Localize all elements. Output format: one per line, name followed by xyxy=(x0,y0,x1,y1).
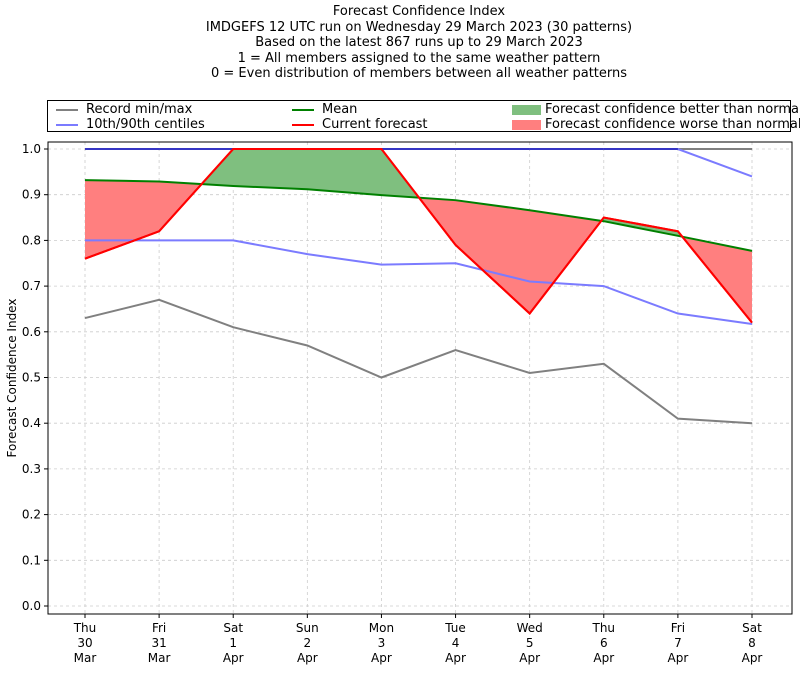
x-tick-label-day: 8 xyxy=(748,636,756,650)
series-line-current-forecast xyxy=(84,148,753,324)
y-tick-label: 0.6 xyxy=(22,325,41,339)
fill-worse-than-normal xyxy=(85,180,202,259)
x-tick-label-day: 30 xyxy=(77,636,92,650)
x-tick-label-day: 4 xyxy=(452,636,460,650)
legend-item-current: Current forecast xyxy=(292,117,428,132)
x-tick-label-mon: Apr xyxy=(223,651,244,665)
legend-patch-better xyxy=(512,104,541,115)
x-tick-label-dow: Fri xyxy=(152,621,166,635)
x-tick-label-dow: Mon xyxy=(369,621,394,635)
x-axis-ticks: Thu30MarFri31MarSat1AprSun2AprMon3AprTue… xyxy=(73,614,763,665)
legend-label-current: Current forecast xyxy=(322,117,428,132)
legend-swatch-record xyxy=(56,108,78,111)
legend-label-better: Forecast confidence better than normal xyxy=(545,102,800,117)
x-tick-label-mon: Apr xyxy=(297,651,318,665)
legend-item-centiles: 10th/90th centiles xyxy=(56,117,205,132)
legend-label-mean: Mean xyxy=(322,102,358,117)
x-tick-label-dow: Sat xyxy=(742,621,762,635)
series-line-10th-centile xyxy=(85,239,753,326)
legend-item-record: Record min/max xyxy=(56,102,192,117)
x-tick-label-day: 3 xyxy=(378,636,386,650)
title-line-4: 1 = All members assigned to the same wea… xyxy=(237,50,601,66)
legend-item-better: Forecast confidence better than normal xyxy=(512,102,800,117)
y-tick-label: 0.1 xyxy=(22,553,41,567)
legend-swatch-current xyxy=(292,123,314,126)
y-tick-label: 0.7 xyxy=(22,279,41,293)
x-tick-label-day: 1 xyxy=(229,636,237,650)
x-tick-label-mon: Apr xyxy=(593,651,614,665)
x-tick-label-mon: Apr xyxy=(742,651,763,665)
series-line-record-min xyxy=(84,298,753,425)
x-tick-label-day: 5 xyxy=(526,636,534,650)
x-tick-label-dow: Sat xyxy=(223,621,243,635)
x-tick-label-mon: Mar xyxy=(74,651,97,665)
y-tick-label: 0.4 xyxy=(22,416,41,430)
x-tick-label-mon: Apr xyxy=(445,651,466,665)
x-tick-label-day: 2 xyxy=(304,636,312,650)
y-tick-label: 0.3 xyxy=(22,462,41,476)
legend-item-mean: Mean xyxy=(292,102,357,117)
y-tick-label: 1.0 xyxy=(22,142,41,156)
x-tick-label-dow: Thu xyxy=(592,621,616,635)
y-axis-label: Forecast Confidence Index xyxy=(5,299,19,458)
x-tick-label-dow: Thu xyxy=(73,621,97,635)
confidence-fills xyxy=(85,149,752,323)
x-tick-label-dow: Wed xyxy=(517,621,543,635)
series-lines xyxy=(84,148,753,425)
legend-label-centiles: 10th/90th centiles xyxy=(86,117,205,132)
y-tick-label: 0.2 xyxy=(22,508,41,522)
legend-patch-worse xyxy=(512,119,541,130)
legend-swatch-mean xyxy=(292,108,314,111)
x-tick-label-dow: Tue xyxy=(444,621,466,635)
x-tick-label-dow: Fri xyxy=(671,621,685,635)
legend-swatch-centiles xyxy=(56,123,78,126)
x-tick-label-mon: Apr xyxy=(519,651,540,665)
x-tick-label-mon: Apr xyxy=(668,651,689,665)
y-tick-label: 0.0 xyxy=(22,599,41,613)
legend-label-worse: Forecast confidence worse than normal xyxy=(545,117,800,132)
y-axis-ticks: 0.0 0.1 0.2 0.3 0.4 0.5 0.6 0.7 0.8 0.9 1.0 xyxy=(22,142,48,613)
y-tick-label: 0.8 xyxy=(22,233,41,247)
series-line-current-forecast-top xyxy=(84,148,753,324)
title-line-2: IMDGEFS 12 UTC run on Wednesday 29 March… xyxy=(205,19,633,35)
x-tick-label-mon: Mar xyxy=(148,651,171,665)
y-tick-label: 0.9 xyxy=(22,188,41,202)
series-line-90th-centile xyxy=(85,148,753,178)
title-line-1: Forecast Confidence Index xyxy=(332,4,506,19)
y-tick-label: 0.5 xyxy=(22,371,41,385)
legend-label-record: Record min/max xyxy=(86,102,193,117)
x-tick-label-day: 7 xyxy=(674,636,682,650)
fill-better-than-normal xyxy=(201,149,420,198)
grid-lines xyxy=(48,142,792,614)
x-tick-label-day: 31 xyxy=(151,636,166,650)
x-tick-label-mon: Apr xyxy=(371,651,392,665)
legend-item-worse: Forecast confidence worse than normal xyxy=(512,117,800,132)
title-line-5: 0 = Even distribution of members between… xyxy=(210,66,628,82)
chart-legend: Record min/max 10th/90th centiles Mean C… xyxy=(47,100,800,132)
title-line-3: Based on the latest 867 runs up to 29 Ma… xyxy=(255,35,583,51)
fill-worse-than-normal xyxy=(419,197,602,314)
x-tick-label-day: 6 xyxy=(600,636,608,650)
chart-title: Forecast Confidence Index IMDGEFS 12 UTC… xyxy=(0,4,800,82)
x-tick-label-dow: Sun xyxy=(296,621,319,635)
